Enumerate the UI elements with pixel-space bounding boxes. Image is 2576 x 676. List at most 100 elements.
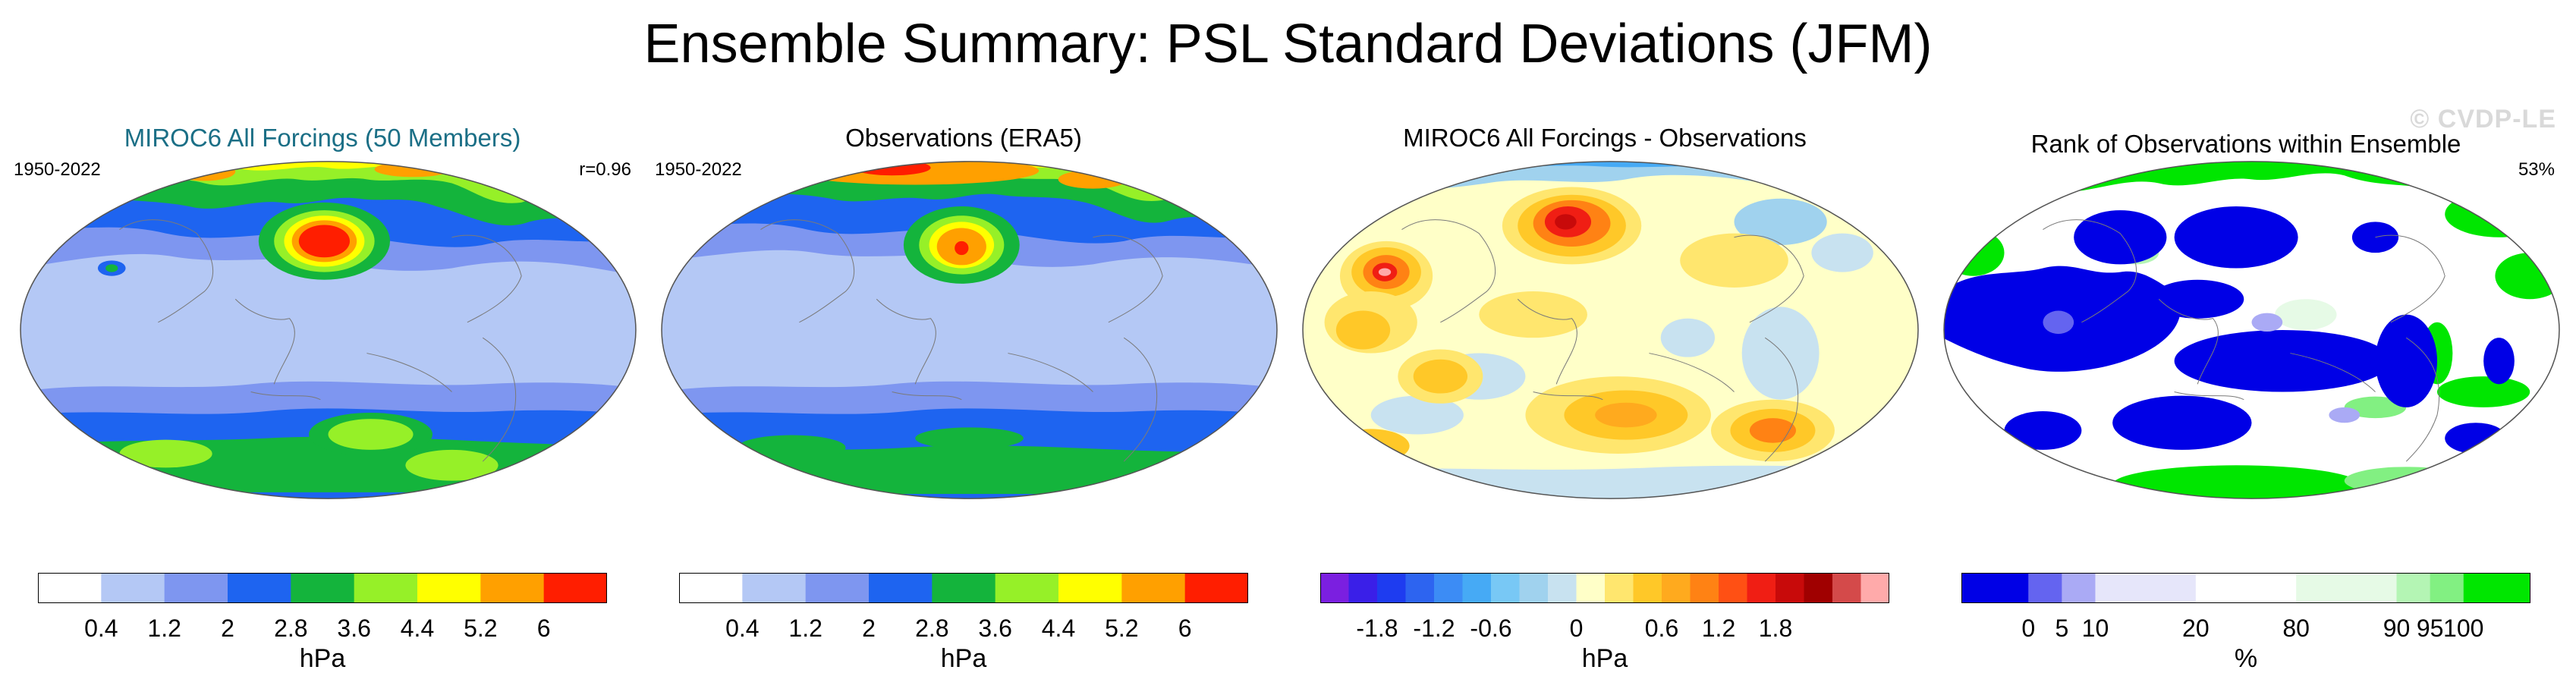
colorbar: [1961, 573, 2530, 603]
colorbar-swatch: [1348, 573, 1378, 603]
colorbar-tick-label: 2.8: [274, 615, 308, 642]
colorbar-swatch: [291, 573, 355, 603]
colorbar-swatch: [543, 573, 607, 603]
colorbar-tick-label: 0: [1569, 615, 1584, 642]
colorbar-swatch: [2463, 573, 2530, 603]
colorbar-tick-label: 20: [2182, 615, 2210, 642]
colorbar-swatch: [1320, 573, 1349, 603]
colorbar-swatch: [2028, 573, 2062, 603]
colorbar-swatch: [1662, 573, 1691, 603]
colorbar-unit: %: [2234, 644, 2258, 673]
colorbar-tick-label: 80: [2282, 615, 2310, 642]
colorbar-swatch: [1377, 573, 1406, 603]
colorbar-tick-label: 6: [1178, 615, 1192, 642]
colorbar-tick-label: 2: [221, 615, 234, 642]
panel-title: MIROC6 All Forcings - Observations: [1403, 124, 1807, 152]
colorbar-swatch: [2195, 573, 2297, 603]
colorbar-swatch: [164, 573, 228, 603]
colorbar-swatch: [679, 573, 743, 603]
colorbar-tick-label: 1.2: [147, 615, 181, 642]
colorbar-swatch: [2095, 573, 2197, 603]
colorbar-tick-label: 5.2: [464, 615, 498, 642]
colorbar: [679, 573, 1248, 603]
colorbar-swatch: [1633, 573, 1662, 603]
colorbar-swatch: [228, 573, 291, 603]
panel-title: Rank of Observations within Ensemble: [2030, 130, 2461, 158]
pattern-correlation: r=0.96: [579, 159, 631, 180]
colorbar-tick-label: 1.8: [1758, 615, 1793, 642]
colorbar-swatch: [1605, 573, 1634, 603]
colorbar-swatch: [1832, 573, 1861, 603]
colorbar-tick-label: 10: [2081, 615, 2109, 642]
colorbar-tick-label: 4.4: [1041, 615, 1076, 642]
colorbar-swatch: [1860, 573, 1889, 603]
colorbar-tick-label: -1.8: [1356, 615, 1398, 642]
colorbar-tick-label: 0.6: [1644, 615, 1679, 642]
colorbar-swatch: [1519, 573, 1549, 603]
colorbar-swatch: [1576, 573, 1606, 603]
colorbar-tick-label: 0.4: [84, 615, 118, 642]
colorbar: [38, 573, 607, 603]
panel-model: MIROC6 All Forcings (50 Members) 1950-20…: [8, 114, 637, 675]
colorbar-swatch: [101, 573, 165, 603]
main-title: Ensemble Summary: PSL Standard Deviation…: [643, 14, 1933, 74]
colorbar-tick-label: 1.2: [1701, 615, 1736, 642]
colorbar-swatch: [1434, 573, 1463, 603]
colorbar-swatch: [354, 573, 418, 603]
colorbar-swatch: [1747, 573, 1776, 603]
world-map: [1302, 161, 1919, 499]
colorbar-tick-label: 2.8: [915, 615, 949, 642]
colorbar-tick-label: 0: [2021, 615, 2036, 642]
panel-title: Observations (ERA5): [845, 124, 1082, 152]
colorbar-tick-label: 5.2: [1105, 615, 1139, 642]
colorbar-tick-label: 6: [536, 615, 551, 642]
world-map: [1943, 161, 2560, 499]
colorbar: [1320, 573, 1889, 603]
watermark: © CVDP-LE: [2410, 105, 2556, 134]
colorbar-swatch: [417, 573, 481, 603]
colorbar-swatch: [1548, 573, 1577, 603]
colorbar-tick-label: 5: [2055, 615, 2069, 642]
colorbar-tick-label: 2: [862, 615, 876, 642]
colorbar-swatch: [1405, 573, 1435, 603]
colorbar-swatch: [1184, 573, 1248, 603]
colorbar-tick-label: 100: [2443, 615, 2484, 642]
colorbar-tick-label: 1.2: [788, 615, 822, 642]
percent-within-range: 53%: [2518, 159, 2555, 180]
panel-rank: © CVDP-LE Rank of Observations within En…: [1931, 105, 2561, 675]
colorbar-swatch: [742, 573, 807, 603]
colorbar-swatch: [2062, 573, 2096, 603]
world-map: [20, 161, 637, 499]
colorbar-swatch: [1462, 573, 1492, 603]
panel-difference: MIROC6 All Forcings - Observations: [1290, 114, 1920, 675]
colorbar-tick-label: -1.2: [1413, 615, 1455, 642]
colorbar-swatch: [1961, 573, 2029, 603]
colorbar-tick-label: 3.6: [978, 615, 1012, 642]
colorbar-swatch: [1804, 573, 1833, 603]
colorbar-swatch: [480, 573, 545, 603]
colorbar-unit: hPa: [299, 644, 346, 673]
colorbar-swatch: [1058, 573, 1122, 603]
world-map: [661, 161, 1278, 499]
colorbar-swatch: [2430, 573, 2464, 603]
colorbar-tick-label: 90: [2383, 615, 2411, 642]
colorbar-tick-label: 95: [2416, 615, 2444, 642]
panel-title: MIROC6 All Forcings (50 Members): [124, 124, 521, 152]
colorbar-swatch: [38, 573, 102, 603]
colorbar-swatch: [995, 573, 1059, 603]
panel-observations: Observations (ERA5) 1950-2022: [649, 114, 1279, 675]
colorbar-unit: hPa: [940, 644, 987, 673]
colorbar-swatch: [932, 573, 996, 603]
colorbar-swatch: [805, 573, 870, 603]
colorbar-unit: hPa: [1581, 644, 1628, 673]
colorbar-tick-label: 0.4: [725, 615, 760, 642]
colorbar-tick-label: 4.4: [400, 615, 435, 642]
colorbar-swatch: [2396, 573, 2431, 603]
colorbar-swatch: [1719, 573, 1747, 603]
colorbar-swatch: [869, 573, 933, 603]
colorbar-swatch: [1491, 573, 1520, 603]
colorbar-tick-label: 3.6: [337, 615, 371, 642]
colorbar-swatch: [2296, 573, 2398, 603]
period-label: 1950-2022: [14, 159, 101, 180]
colorbar-tick-label: -0.6: [1470, 615, 1512, 642]
